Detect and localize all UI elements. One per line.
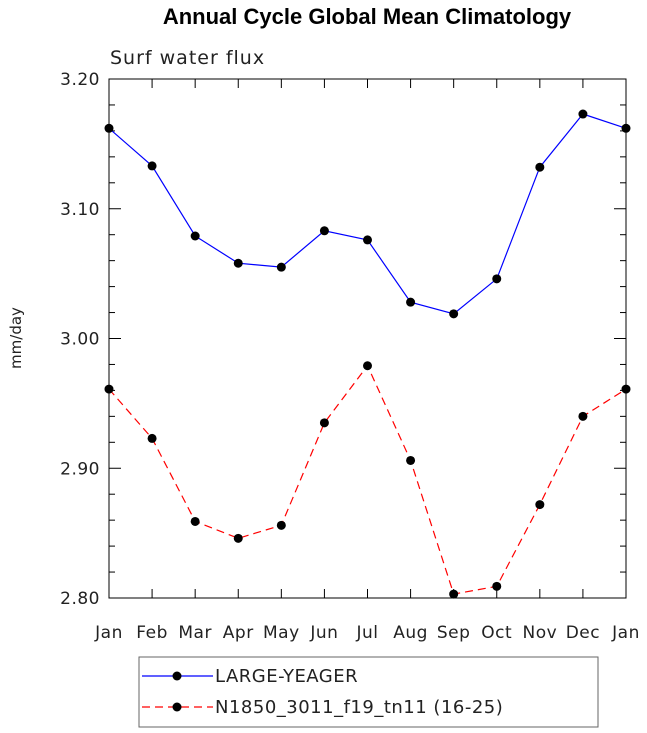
- x-tick-label: May: [263, 623, 300, 643]
- data-point-0: [406, 297, 416, 307]
- data-point-0: [319, 226, 329, 236]
- x-tick-label: Nov: [522, 623, 557, 643]
- x-tick-label: Oct: [481, 623, 512, 643]
- x-tick-label: Jan: [611, 623, 640, 643]
- legend-box: [138, 656, 599, 728]
- series-line-0: [108, 113, 627, 315]
- y-axis-label: mm/day: [7, 307, 25, 369]
- chart-title: Annual Cycle Global Mean Climatology: [163, 4, 572, 29]
- y-tick-label: 3.00: [60, 330, 100, 350]
- data-point-1: [104, 384, 114, 394]
- legend-label-1: N1850_3011_f19_tn11 (16-25): [215, 697, 503, 718]
- x-tick-label: Jun: [309, 623, 338, 643]
- data-point-0: [578, 109, 588, 119]
- data-point-1: [363, 361, 372, 371]
- x-tick-label: Feb: [136, 623, 168, 643]
- chart-subtitle: Surf water flux: [110, 47, 265, 69]
- legend-marker-1: [172, 702, 182, 712]
- data-point-1: [578, 411, 588, 421]
- legend-marker-0: [172, 671, 182, 681]
- y-tick-label: 3.20: [60, 70, 100, 90]
- data-point-1: [233, 533, 243, 543]
- legend-label-0: LARGE-YEAGER: [215, 666, 358, 687]
- data-point-1: [621, 384, 631, 394]
- data-point-0: [492, 274, 502, 284]
- data-point-0: [276, 262, 286, 272]
- legend: LARGE-YEAGER N1850_3011_f19_tn11 (16-25): [138, 656, 599, 728]
- data-point-1: [535, 500, 545, 510]
- data-point-1: [449, 589, 459, 599]
- x-tick-label: Jul: [355, 623, 378, 643]
- data-point-0: [621, 123, 631, 133]
- data-point-1: [492, 581, 502, 591]
- x-tick-label: Mar: [178, 623, 212, 643]
- data-point-0: [233, 258, 243, 268]
- data-point-0: [363, 235, 372, 245]
- y-tick-label: 2.80: [60, 589, 100, 609]
- series-layer: [104, 109, 631, 599]
- x-tick-label: Sep: [437, 623, 471, 643]
- data-point-0: [104, 123, 114, 133]
- data-point-1: [190, 516, 200, 526]
- data-point-1: [319, 418, 329, 428]
- data-point-1: [406, 455, 416, 465]
- data-point-0: [449, 309, 459, 319]
- x-tick-label: Jan: [94, 623, 123, 643]
- data-point-1: [276, 520, 286, 530]
- y-tick-label: 3.10: [60, 200, 100, 220]
- axes: Jan Feb Mar Apr May Jun Jul Aug Sep Oct Nov Dec Jan 2…: [60, 70, 640, 643]
- x-tick-label: Dec: [566, 623, 600, 643]
- data-point-0: [147, 161, 157, 171]
- x-tick-label: Apr: [223, 623, 254, 643]
- data-point-0: [535, 162, 545, 172]
- data-point-0: [190, 231, 200, 241]
- x-tick-label: Aug: [393, 623, 428, 643]
- series-line-1: [108, 364, 627, 595]
- data-point-1: [147, 433, 157, 443]
- y-tick-label: 2.90: [60, 459, 100, 479]
